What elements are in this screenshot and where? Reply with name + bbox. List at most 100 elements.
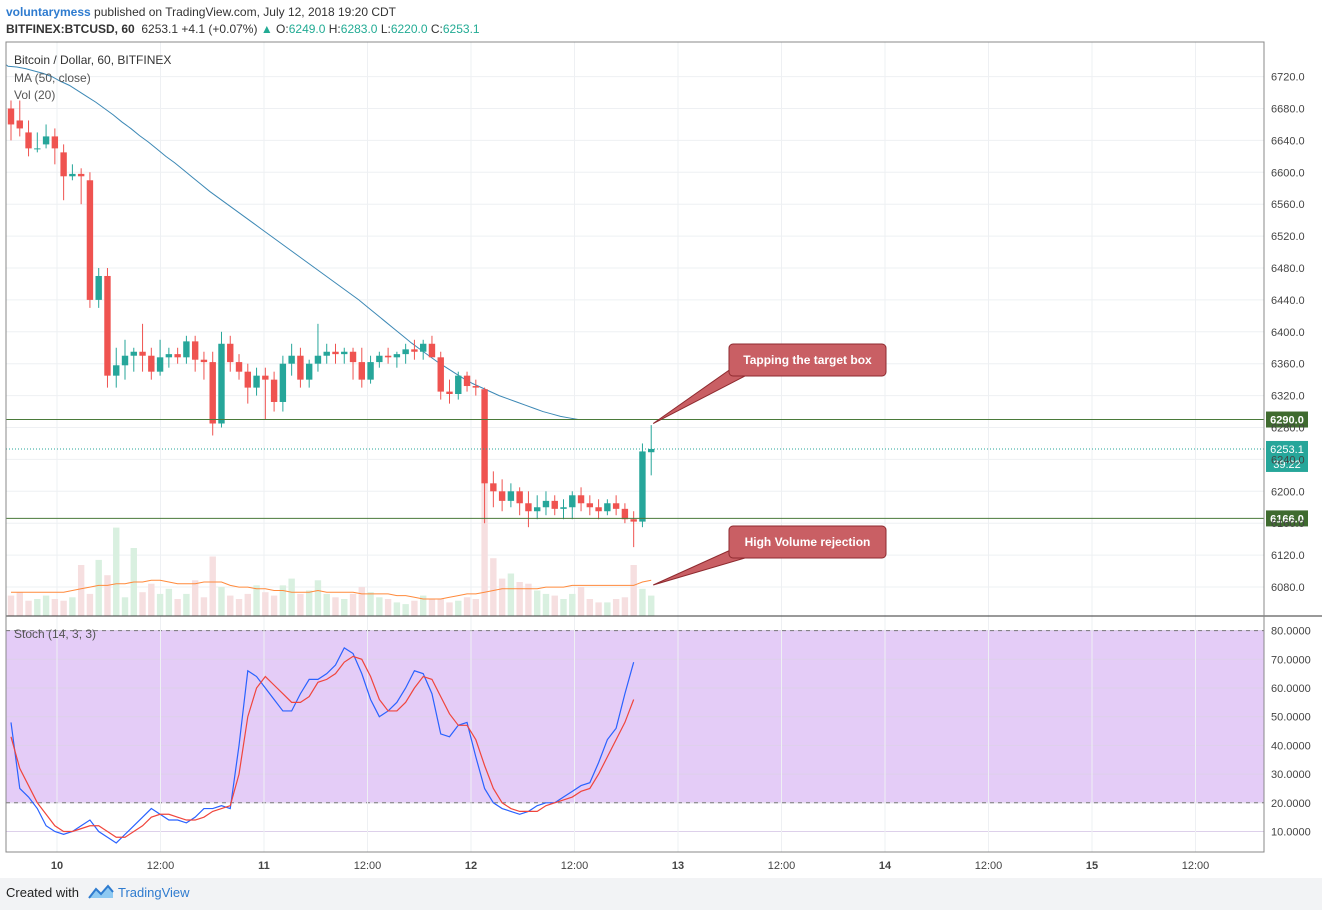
plot-border	[5, 41, 1265, 853]
candle-body	[402, 349, 409, 355]
volume-bar	[419, 595, 427, 616]
candle-body	[639, 451, 646, 522]
candle-body	[200, 359, 208, 363]
volume-bar	[253, 585, 260, 616]
stoch-k-line	[10, 646, 635, 844]
candle-body	[612, 503, 620, 509]
candle-body	[235, 362, 243, 372]
volume-bar	[183, 593, 190, 616]
volume-bar	[314, 580, 322, 616]
candle-body	[25, 132, 32, 149]
candle-body	[218, 343, 225, 424]
candle-body	[262, 375, 269, 380]
candle-body	[16, 120, 23, 129]
high-value: 6283.0	[340, 22, 378, 36]
volume-bar	[69, 597, 76, 616]
volume-bar	[156, 593, 164, 616]
candle-body	[165, 354, 173, 358]
volume-bar	[174, 599, 181, 616]
publish-line: voluntarymess published on TradingView.c…	[6, 5, 396, 19]
volume-bar	[525, 583, 532, 616]
volume-bar	[113, 527, 120, 616]
candle-body	[349, 351, 357, 363]
price-tick-label: 6160.0	[1271, 518, 1305, 530]
stoch-band	[6, 630, 1264, 802]
volume-bar	[595, 602, 602, 616]
candle-body	[577, 495, 585, 504]
created-with-text: Created with	[6, 885, 79, 900]
volume-bar	[341, 599, 348, 616]
volume-bar	[191, 580, 199, 616]
horizontal-lines[interactable]: 6290.0 6166.0 6253.1 39:22	[6, 411, 1308, 527]
volume-bar	[648, 595, 655, 616]
volume-bar	[507, 573, 515, 616]
close-value: 6253.1	[442, 22, 480, 36]
volume-bar	[376, 597, 383, 616]
candle-body	[516, 491, 523, 504]
volume-bar	[200, 597, 208, 616]
volume-bar	[481, 466, 488, 616]
candle-body	[174, 354, 181, 358]
callout-text: Tapping the target box	[743, 353, 872, 367]
candle-body	[77, 173, 85, 177]
last-price-label: 6253.1	[1270, 444, 1304, 456]
volume-bar	[51, 599, 59, 616]
volume-bar	[604, 602, 611, 616]
annotations[interactable]: Tapping the target box High Volume reject…	[652, 343, 887, 586]
trading-chart[interactable]: 6290.0 6166.0 6253.1 39:22 6080.0 6120.0 6160…	[0, 0, 1322, 878]
price-tick-label: 6680.0	[1271, 104, 1305, 116]
candle-body	[148, 355, 155, 372]
candle-body	[297, 355, 304, 380]
low-label: L:	[380, 22, 391, 36]
volume-bar	[498, 578, 506, 616]
stoch-tick-label: 10.0000	[1271, 827, 1311, 839]
candle-body	[630, 519, 637, 522]
candle-body	[130, 351, 137, 356]
candle-body	[341, 351, 348, 355]
volume-ma-line	[11, 579, 652, 600]
ohlc-line: BITFINEX:BTCUSD, 60 6253.1 +4.1 (+0.07%)…	[6, 22, 480, 36]
volume-bar	[534, 590, 541, 616]
candle-body	[595, 507, 602, 512]
volume-bar	[490, 558, 497, 616]
callout-box	[728, 525, 887, 559]
tradingview-logo-icon[interactable]	[88, 883, 114, 901]
candle-body	[393, 354, 401, 358]
volume-bar	[288, 578, 295, 616]
author-link[interactable]: voluntarymess	[6, 5, 91, 19]
candle-body	[428, 343, 436, 358]
ma50-line	[5, 64, 579, 421]
candle-body	[376, 355, 383, 363]
candle-body	[7, 108, 15, 125]
stoch-tick-label: 20.0000	[1271, 798, 1311, 810]
candles	[7, 100, 655, 548]
tradingview-brand[interactable]: TradingView	[118, 885, 190, 900]
candle-body	[34, 148, 41, 150]
volume-bar	[384, 599, 392, 616]
candle-body	[586, 503, 594, 508]
candle-body	[534, 507, 541, 512]
candle-body	[305, 363, 313, 380]
candle-body	[621, 508, 629, 520]
candle-body	[455, 375, 462, 395]
symbol-label: BITFINEX:BTCUSD, 60	[6, 22, 135, 36]
candle-body	[86, 180, 94, 300]
stoch-d-line	[10, 655, 635, 838]
candle-body	[104, 275, 111, 376]
candle-body	[332, 351, 339, 355]
price-tick-label: 6480.0	[1271, 263, 1305, 275]
candle-body	[227, 343, 234, 363]
candle-body	[121, 355, 129, 366]
price-tick-label: 6240.0	[1271, 454, 1305, 466]
candle-body	[358, 362, 365, 380]
volume-bar	[630, 565, 637, 616]
volume-bar	[60, 600, 67, 616]
high-label: H:	[328, 22, 341, 36]
price-tick-label: 6560.0	[1271, 199, 1305, 211]
level-label: 6290.0	[1270, 415, 1304, 427]
candle-body	[288, 355, 295, 364]
candle-body	[490, 483, 497, 492]
volume-bar	[411, 600, 418, 616]
candle-body	[648, 448, 655, 453]
volume-bar	[209, 556, 216, 616]
